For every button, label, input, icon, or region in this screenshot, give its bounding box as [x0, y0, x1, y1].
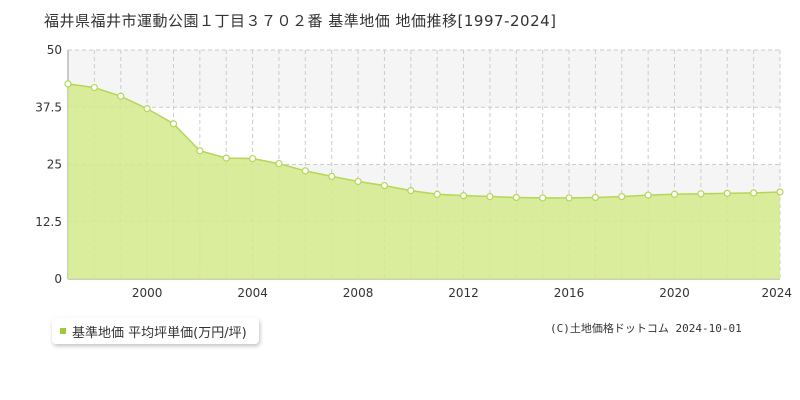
chart-title: 福井県福井市運動公園１丁目３７０２番 基準地価 地価推移[1997-2024]: [44, 12, 557, 30]
data-point: [459, 192, 468, 200]
data-point: [354, 177, 362, 186]
data-point: [723, 189, 731, 197]
y-tick-label: 50: [47, 43, 62, 57]
legend-swatch: [60, 328, 66, 334]
legend: 基準地価 平均坪単価(万円/坪): [52, 318, 259, 344]
legend-label: 基準地価 平均坪単価(万円/坪): [72, 325, 247, 341]
x-tick-label: 2004: [237, 286, 268, 300]
data-point: [697, 190, 705, 198]
data-point: [591, 193, 600, 202]
data-point: [275, 159, 283, 168]
data-point: [248, 154, 257, 163]
data-point: [169, 120, 178, 128]
data-point: [618, 192, 626, 201]
data-point: [222, 154, 230, 162]
x-tick-label: 2000: [132, 286, 163, 300]
data-point: [407, 187, 415, 195]
data-point: [512, 193, 520, 202]
area-fill: [68, 83, 780, 279]
x-tick-label: 2008: [343, 286, 374, 300]
data-point: [380, 181, 389, 190]
data-point: [196, 147, 204, 155]
y-tick-label: 25: [47, 158, 62, 172]
copyright-text: (C)土地価格ドットコム 2024-10-01: [550, 322, 742, 335]
data-point: [143, 105, 151, 113]
data-point: [776, 188, 784, 196]
data-point: [301, 167, 309, 175]
data-point: [433, 190, 441, 198]
data-point: [328, 172, 336, 181]
y-tick-label: 37.5: [35, 100, 62, 114]
x-tick-label: 2024: [761, 286, 792, 300]
data-point: [64, 80, 72, 88]
data-point: [644, 191, 652, 199]
data-point: [486, 192, 494, 201]
x-tick-label: 2020: [659, 286, 690, 300]
data-point: [750, 189, 758, 197]
data-point: [90, 83, 98, 92]
x-tick-label: 2012: [448, 286, 479, 300]
data-point: [117, 92, 125, 100]
series-line: [67, 83, 781, 199]
x-tick-label: 2016: [554, 286, 585, 300]
grid-band: [68, 50, 780, 108]
data-point: [565, 194, 573, 202]
y-tick-label: 12.5: [35, 215, 62, 229]
data-point: [670, 190, 679, 198]
y-tick-label: 0: [54, 272, 62, 286]
data-point: [539, 194, 547, 202]
